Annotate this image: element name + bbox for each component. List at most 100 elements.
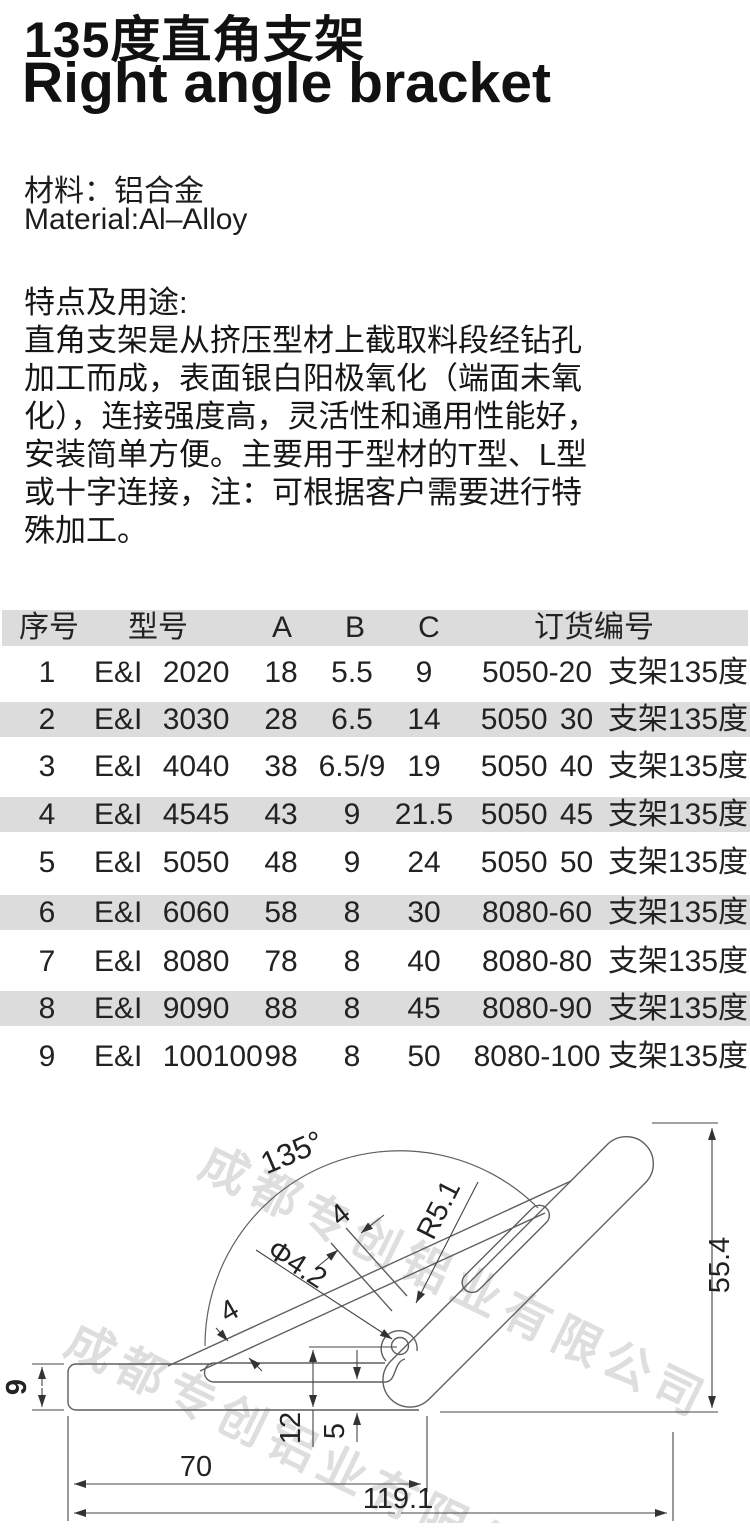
cell-c: 24: [407, 846, 441, 879]
cell-c: 40: [407, 945, 441, 978]
cell-b: 5.5: [331, 656, 373, 689]
cell-seq: 3: [38, 750, 56, 783]
cell-model: E&I 6060: [94, 896, 230, 929]
cell-seq: 5: [38, 846, 56, 879]
cell-order: 5050 30: [480, 703, 594, 736]
cell-order: 8080-100: [473, 1040, 601, 1073]
page-title-chinese: 135度直角支架: [24, 12, 366, 68]
cell-name: 支架135度: [608, 992, 749, 1025]
bracket-profile: [67, 1135, 655, 1411]
cell-name: 支架135度: [608, 945, 749, 978]
cell-order: 5050 45: [480, 798, 594, 831]
dim-hole-height-label: 12: [275, 1412, 307, 1444]
cell-model: E&I 3030: [94, 703, 230, 736]
table-header-row: 序号 型号 A B C 订货编号: [2, 610, 748, 646]
dim-lower-slot-width-label: 4: [215, 1293, 245, 1329]
cell-b: 6.5: [331, 703, 373, 736]
cell-c: 19: [407, 750, 441, 783]
cell-a: 58: [264, 896, 298, 929]
dim-base-length-label: 70: [180, 1451, 212, 1483]
cell-model: E&I 9090: [94, 992, 230, 1025]
cell-name: 支架135度: [608, 896, 749, 929]
features-line: 安装简单方便。主要用于型材的T型、L型: [24, 437, 588, 472]
technical-drawing: 成都专创铝业有限公司 成都专创铝业有限公司: [0, 1100, 750, 1528]
cell-name: 支架135度: [608, 656, 749, 689]
cell-order: 5050 40: [480, 750, 594, 783]
cell-b: 6.5/9: [318, 750, 386, 783]
dimension-lines: [32, 1122, 718, 1521]
cell-a: 48: [264, 846, 298, 879]
cell-order: 8080-60: [481, 896, 593, 929]
dim-total-length-label: 119.1: [363, 1483, 433, 1515]
slot-s-curve: [384, 1358, 406, 1383]
features-line: 加工而成，表面银白阳极氧化（端面未氧: [24, 361, 582, 396]
cell-model: E&I 100100: [94, 1040, 263, 1073]
cell-b: 8: [343, 945, 361, 978]
header-a: A: [271, 611, 292, 644]
cell-name: 支架135度: [608, 798, 749, 831]
cell-b: 9: [343, 846, 361, 879]
dim-fillet-radius-label: R5.1: [411, 1175, 467, 1244]
cell-model: E&I 4545: [94, 798, 230, 831]
material-line-english: Material:Al–Alloy: [24, 203, 248, 236]
cell-model: E&I 8080: [94, 945, 230, 978]
header-order: 订货编号: [534, 611, 654, 644]
web-groove-line: [199, 1212, 546, 1372]
cell-b: 8: [343, 896, 361, 929]
features-line: 化），连接强度高，灵活性和通用性能好，: [24, 399, 598, 434]
cell-seq: 6: [38, 896, 56, 929]
page-title-english: Right angle bracket: [22, 51, 551, 115]
cell-name: 支架135度: [608, 1040, 749, 1073]
material-line-chinese: 材料：铝合金: [24, 175, 204, 208]
table-row: 5 E&I 5050 48 9 24 5050 50 支架135度: [0, 845, 750, 880]
table-row: 2 E&I 3030 28 6.5 14 5050 30 支架135度: [0, 702, 750, 737]
cell-b: 9: [343, 798, 361, 831]
header-model: 型号: [128, 611, 188, 644]
dim-total-height-label: 55.4: [704, 1237, 736, 1293]
features-section: 特点及用途: 直角支架是从挤压型材上截取料段经钻孔 加工而成，表面银白阳极氧化（…: [24, 284, 724, 550]
cell-c: 30: [407, 896, 441, 929]
cell-c: 9: [415, 656, 433, 689]
table-row: 1 E&I 2020 18 5.5 9 5050-20 支架135度: [0, 655, 750, 690]
cell-order: 5050-20: [481, 656, 593, 689]
features-heading: 特点及用途:: [24, 285, 188, 320]
pivot-hole: [390, 1336, 410, 1356]
cell-c: 45: [407, 992, 441, 1025]
cell-name: 支架135度: [608, 703, 749, 736]
base-outline: [67, 1363, 419, 1411]
table-row: 8 E&I 9090 88 8 45 8080-90 支架135度: [0, 991, 750, 1026]
header-b: B: [344, 611, 365, 644]
base-slot: [203, 1362, 385, 1383]
cell-a: 88: [264, 992, 298, 1025]
cell-name: 支架135度: [608, 846, 749, 879]
features-line: 殊加工。: [24, 513, 148, 548]
cell-model: E&I 2020: [94, 656, 230, 689]
cell-a: 38: [264, 750, 298, 783]
cell-c: 21.5: [394, 798, 454, 831]
web-outer-edge: [167, 1180, 572, 1367]
cell-seq: 1: [38, 656, 56, 689]
cell-name: 支架135度: [608, 750, 749, 783]
features-line: 或十字连接，注：可根据客户需要进行特: [24, 475, 582, 510]
dim-base-thickness-label: 9: [1, 1379, 33, 1395]
cell-seq: 2: [38, 703, 56, 736]
cell-a: 78: [264, 945, 298, 978]
cell-a: 98: [264, 1040, 298, 1073]
table-row: 6 E&I 6060 58 8 30 8080-60 支架135度: [0, 895, 750, 930]
header-c: C: [418, 611, 440, 644]
table-row: 7 E&I 8080 78 8 40 8080-80 支架135度: [0, 944, 750, 979]
dim-slot-depth-label: 5: [319, 1423, 351, 1439]
dim-angle-label: 135°: [256, 1124, 329, 1181]
header-seq: 序号: [19, 611, 79, 644]
cell-model: E&I 4040: [94, 750, 230, 783]
cell-b: 8: [343, 1040, 361, 1073]
upper-groove-line: [330, 1242, 393, 1312]
cell-order: 8080-90: [481, 992, 593, 1025]
table-row: 9 E&I 100100 98 8 50 8080-100 支架135度: [0, 1039, 750, 1074]
arm-slot: [461, 1204, 551, 1294]
cell-a: 18: [264, 656, 298, 689]
cell-model: E&I 5050: [94, 846, 230, 879]
cell-c: 50: [407, 1040, 441, 1073]
cell-a: 28: [264, 703, 298, 736]
cell-seq: 8: [38, 992, 56, 1025]
